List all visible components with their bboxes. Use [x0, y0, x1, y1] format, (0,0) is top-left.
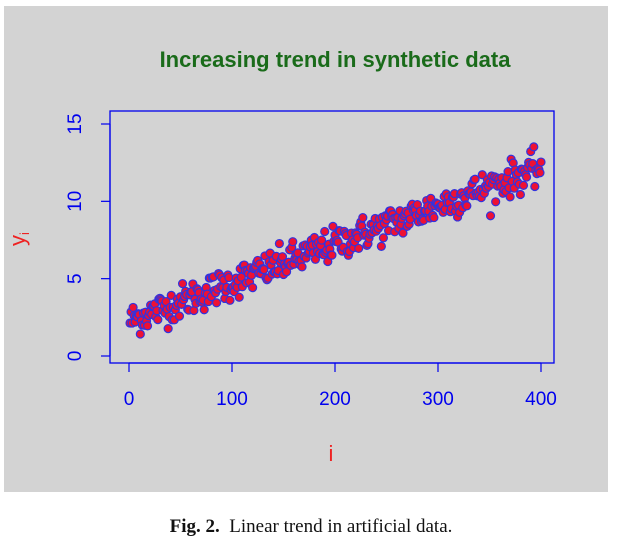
- data-point: [378, 233, 389, 243]
- data-point: [470, 174, 480, 184]
- data-point: [358, 212, 368, 223]
- x-axis-label: i: [329, 441, 334, 466]
- data-point: [142, 321, 153, 331]
- data-point: [491, 197, 501, 207]
- points-layer: [125, 142, 546, 339]
- data-point: [234, 292, 244, 302]
- x-axis: 0 100 200 300 400: [124, 362, 557, 410]
- figure-number: Fig. 2.: [169, 516, 220, 537]
- y-tick-label-group: 5: [65, 273, 86, 284]
- data-point: [398, 228, 408, 238]
- data-point: [327, 250, 337, 260]
- x-tick-label: 300: [422, 389, 454, 410]
- figure-panel: Increasing trend in synthetic data 0 100 2…: [4, 6, 608, 492]
- data-point: [236, 272, 246, 282]
- data-point: [485, 211, 496, 221]
- x-tick-label: 100: [216, 389, 248, 410]
- x-tick-label: 200: [319, 389, 351, 410]
- y-axis-label: y: [5, 235, 30, 246]
- y-axis: 0 5 10 15: [65, 113, 111, 362]
- data-point: [259, 264, 269, 275]
- y-tick-label-group: 15: [65, 113, 86, 134]
- data-point: [320, 226, 330, 237]
- y-tick-label: 15: [65, 113, 86, 134]
- data-point: [529, 142, 539, 152]
- data-point: [163, 324, 173, 334]
- y-tick-label: 10: [65, 191, 86, 212]
- data-point: [199, 305, 209, 315]
- y-tick-label: 5: [65, 273, 86, 284]
- y-axis-label-subscript: i: [17, 232, 32, 235]
- data-point: [274, 238, 284, 249]
- data-point: [536, 157, 546, 167]
- y-tick-label-group: 10: [65, 191, 86, 212]
- data-point: [153, 315, 163, 325]
- x-tick-label: 0: [124, 389, 135, 410]
- data-point: [211, 298, 222, 308]
- data-point: [248, 283, 258, 293]
- y-axis-label-text: yi: [5, 232, 32, 246]
- y-tick-label: 0: [65, 351, 86, 362]
- data-point: [530, 181, 540, 192]
- data-point: [281, 267, 292, 277]
- data-point: [462, 201, 472, 211]
- data-point: [376, 241, 386, 251]
- scatter-chart: Increasing trend in synthetic data 0 100 2…: [5, 47, 557, 466]
- data-point: [521, 172, 532, 182]
- figure-caption: Fig. 2. Linear trend in artificial data.: [0, 516, 622, 538]
- y-tick-label-group: 0: [65, 351, 86, 362]
- data-point: [174, 311, 185, 321]
- data-point: [518, 180, 529, 190]
- data-point: [297, 262, 307, 272]
- data-point: [429, 212, 439, 223]
- data-point: [177, 279, 188, 289]
- data-point: [135, 329, 145, 339]
- data-point: [535, 168, 545, 178]
- data-point: [354, 243, 364, 253]
- data-point: [505, 192, 515, 202]
- caption-text: Linear trend in artificial data.: [229, 516, 453, 537]
- chart-title: Increasing trend in synthetic data: [160, 47, 512, 72]
- data-point: [288, 237, 298, 247]
- y-axis-label-group: yi: [5, 232, 32, 246]
- data-point: [317, 235, 327, 245]
- data-point: [225, 295, 235, 305]
- x-tick-label: 400: [525, 389, 557, 410]
- data-point: [328, 221, 338, 231]
- data-point: [515, 189, 526, 200]
